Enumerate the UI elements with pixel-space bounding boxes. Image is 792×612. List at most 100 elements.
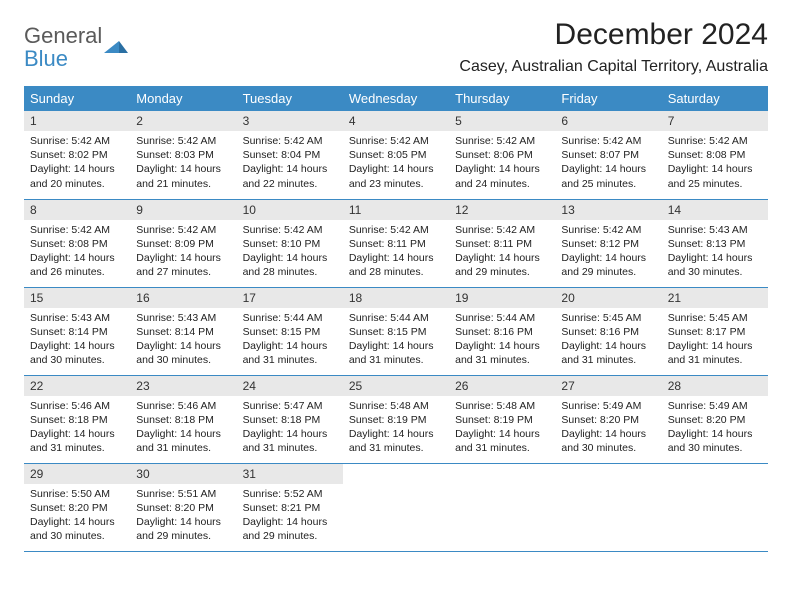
sunrise-line: Sunrise: 5:44 AM: [243, 312, 323, 324]
daylight-line: Daylight: 14 hours and 31 minutes.: [30, 428, 115, 454]
day-number: 3: [237, 111, 343, 131]
sunrise-line: Sunrise: 5:48 AM: [349, 400, 429, 412]
calendar-cell: 8Sunrise: 5:42 AMSunset: 8:08 PMDaylight…: [24, 199, 130, 287]
sunrise-line: Sunrise: 5:46 AM: [30, 400, 110, 412]
daylight-line: Daylight: 14 hours and 27 minutes.: [136, 252, 221, 278]
day-info: Sunrise: 5:43 AMSunset: 8:13 PMDaylight:…: [662, 220, 768, 286]
sunset-line: Sunset: 8:18 PM: [30, 414, 108, 426]
day-info: Sunrise: 5:42 AM Sunset: 8:02 PM Daylight:…: [24, 131, 130, 197]
sunset-line: Sunset: 8:15 PM: [243, 326, 321, 338]
day-number: 21: [662, 288, 768, 308]
calendar-cell: 18Sunrise: 5:44 AMSunset: 8:15 PMDayligh…: [343, 287, 449, 375]
calendar-week-row: 8Sunrise: 5:42 AMSunset: 8:08 PMDaylight…: [24, 199, 768, 287]
logo: General Blue: [24, 18, 128, 70]
daylight-line: Daylight: 14 hours and 20 minutes.: [30, 163, 115, 189]
day-number: 14: [662, 200, 768, 220]
daylight-line: Daylight: 14 hours and 26 minutes.: [30, 252, 115, 278]
sunrise-line: Sunrise: 5:50 AM: [30, 488, 110, 500]
day-number: 30: [130, 464, 236, 484]
sunset-line: Sunset: 8:09 PM: [136, 238, 214, 250]
day-number: 31: [237, 464, 343, 484]
daylight-line: Daylight: 14 hours and 24 minutes.: [455, 163, 540, 189]
day-number: 18: [343, 288, 449, 308]
calendar-cell: 24Sunrise: 5:47 AMSunset: 8:18 PMDayligh…: [237, 375, 343, 463]
calendar-cell: 22 Sunrise: 5:46 AM Sunset: 8:18 PM Dayligh…: [24, 375, 130, 463]
weekday-header: Monday: [130, 86, 236, 111]
day-number: 28: [662, 376, 768, 396]
weekday-header: Tuesday: [237, 86, 343, 111]
sunrise-line: Sunrise: 5:42 AM: [561, 224, 641, 236]
day-info: Sunrise: 5:42 AMSunset: 8:08 PMDaylight:…: [24, 220, 130, 286]
day-number: 5: [449, 111, 555, 131]
day-info: Sunrise: 5:50 AMSunset: 8:20 PMDaylight:…: [24, 484, 130, 550]
daylight-line: Daylight: 14 hours and 31 minutes.: [668, 340, 753, 366]
sunset-line: Sunset: 8:20 PM: [668, 414, 746, 426]
day-info: Sunrise: 5:42 AMSunset: 8:03 PMDaylight:…: [130, 131, 236, 197]
calendar-cell: 1Sunrise: 5:42 AMSunset: 8:02 PMDaylight…: [24, 111, 130, 199]
daylight-line: Daylight: 14 hours and 31 minutes.: [561, 340, 646, 366]
daylight-line: Daylight: 14 hours and 31 minutes.: [455, 428, 540, 454]
sunset-line: Sunset: 8:14 PM: [30, 326, 108, 338]
sunset-line: Sunset: 8:03 PM: [136, 149, 214, 161]
calendar-cell: 3Sunrise: 5:42 AMSunset: 8:04 PMDaylight…: [237, 111, 343, 199]
weekday-header: Friday: [555, 86, 661, 111]
calendar-cell: 9Sunrise: 5:42 AMSunset: 8:09 PMDaylight…: [130, 199, 236, 287]
weekday-header-row: SundayMondayTuesdayWednesdayThursdayFrid…: [24, 86, 768, 111]
day-info: Sunrise: 5:44 AMSunset: 8:16 PMDaylight:…: [449, 308, 555, 374]
location: Casey, Australian Capital Territory, Aus…: [459, 58, 768, 76]
daylight-line: Daylight: 14 hours and 31 minutes.: [455, 340, 540, 366]
daylight-line: Daylight: 14 hours and 31 minutes.: [243, 340, 328, 366]
sunset-line: Sunset: 8:12 PM: [561, 238, 639, 250]
day-info: Sunrise: 5:42 AMSunset: 8:08 PMDaylight:…: [662, 131, 768, 197]
calendar-cell: 30Sunrise: 5:51 AMSunset: 8:20 PMDayligh…: [130, 463, 236, 551]
day-number: 19: [449, 288, 555, 308]
sunset-line: Sunset: 8:16 PM: [561, 326, 639, 338]
calendar-cell: 12Sunrise: 5:42 AMSunset: 8:11 PMDayligh…: [449, 199, 555, 287]
day-info: Sunrise: 5:44 AM Sunset: 8:15 PM Daylight:…: [237, 308, 343, 374]
calendar-cell: 15Sunrise: 5:43 AMSunset: 8:14 PMDayligh…: [24, 287, 130, 375]
calendar-week-row: 1Sunrise: 5:42 AMSunset: 8:02 PMDaylight…: [24, 111, 768, 199]
day-info: Sunrise: 5:45 AMSunset: 8:17 PMDaylight:…: [662, 308, 768, 374]
daylight-line: Daylight: 14 hours and 29 minutes.: [455, 252, 540, 278]
sunrise-line: Sunrise: 5:42 AM: [455, 224, 535, 236]
sunset-line: Sunset: 8:19 PM: [349, 414, 427, 426]
sunset-line: Sunset: 8:18 PM: [243, 414, 321, 426]
daylight-line: Daylight: 14 hours and 25 minutes.: [561, 163, 646, 189]
sunset-line: Sunset: 8:18 PM: [136, 414, 214, 426]
sunrise-line: Sunrise: 5:49 AM: [668, 400, 748, 412]
sunset-line: Sunset: 8:19 PM: [455, 414, 533, 426]
calendar-cell: [555, 463, 661, 551]
calendar-cell: 26Sunrise: 5:48 AMSunset: 8:19 PMDayligh…: [449, 375, 555, 463]
calendar-cell: 19Sunrise: 5:44 AMSunset: 8:16 PMDayligh…: [449, 287, 555, 375]
daylight-line: Daylight: 14 hours and 30 minutes.: [668, 252, 753, 278]
sunrise-line: Sunrise: 5:42 AM: [30, 135, 110, 147]
calendar-cell: 7Sunrise: 5:42 AMSunset: 8:08 PMDaylight…: [662, 111, 768, 199]
daylight-line: Daylight: 14 hours and 30 minutes.: [30, 340, 115, 366]
weekday-header: Wednesday: [343, 86, 449, 111]
daylight-line: Daylight: 14 hours and 30 minutes.: [136, 340, 221, 366]
day-number: 22: [24, 376, 130, 396]
calendar-week-row: 15Sunrise: 5:43 AMSunset: 8:14 PMDayligh…: [24, 287, 768, 375]
sunset-line: Sunset: 8:11 PM: [349, 238, 426, 250]
day-info: Sunrise: 5:48 AM Sunset: 8:19 PM Daylight:…: [449, 396, 555, 462]
calendar-cell: 28Sunrise: 5:49 AMSunset: 8:20 PMDayligh…: [662, 375, 768, 463]
calendar-cell: 21Sunrise: 5:45 AMSunset: 8:17 PMDayligh…: [662, 287, 768, 375]
sunrise-line: Sunrise: 5:42 AM: [668, 135, 748, 147]
sunset-line: Sunset: 8:20 PM: [30, 502, 108, 514]
day-number: 13: [555, 200, 661, 220]
daylight-line: Daylight: 14 hours and 23 minutes.: [349, 163, 434, 189]
sunrise-line: Sunrise: 5:42 AM: [455, 135, 535, 147]
logo-line1: General: [24, 24, 102, 47]
sunrise-line: Sunrise: 5:48 AM: [455, 400, 535, 412]
day-number: 17: [237, 288, 343, 308]
sunrise-line: Sunrise: 5:52 AM: [243, 488, 323, 500]
daylight-line: Daylight: 14 hours and 31 minutes.: [243, 428, 328, 454]
day-info: Sunrise: 5:42 AMSunset: 8:10 PMDaylight:…: [237, 220, 343, 286]
day-number: 24: [237, 376, 343, 396]
day-number: 29: [24, 464, 130, 484]
day-info: Sunrise: 5:44 AMSunset: 8:15 PMDaylight:…: [343, 308, 449, 374]
sunset-line: Sunset: 8:02 PM: [30, 149, 108, 161]
calendar-cell: 25Sunrise: 5:48 AMSunset: 8:19 PMDayligh…: [343, 375, 449, 463]
day-number: 7: [662, 111, 768, 131]
calendar-cell: 29Sunrise: 5:50 AMSunset: 8:20 PMDayligh…: [24, 463, 130, 551]
